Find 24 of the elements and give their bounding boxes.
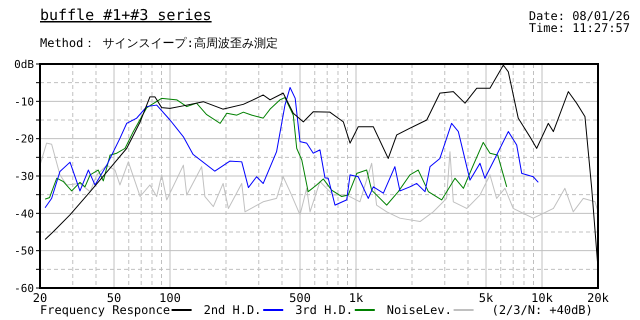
legend-label: 3rd H.D. xyxy=(295,303,353,317)
y-tick-label: -60 xyxy=(14,282,34,295)
legend-label: 2nd H.D. xyxy=(204,303,262,317)
y-tick-label: -10 xyxy=(14,95,34,108)
chart-title: buffle #1+#3 series xyxy=(40,6,212,24)
text: Time: 11:27:57 xyxy=(528,21,630,35)
y-tick-label: 0dB xyxy=(14,58,34,71)
x-tick-label: 10k xyxy=(531,291,554,305)
y-tick-label: -40 xyxy=(14,207,34,220)
legend-label: NoiseLev. xyxy=(386,303,452,317)
text: (2/3/N: +40dB) xyxy=(492,303,593,317)
x-tick-label: 20 xyxy=(32,291,48,305)
x-tick-label: 5k xyxy=(478,291,494,305)
y-tick-label: -30 xyxy=(14,170,34,183)
x-tick-label: 1k xyxy=(348,291,364,305)
x-tick-label: 500 xyxy=(289,291,311,305)
y-tick-label: -20 xyxy=(14,132,34,146)
y-tick-label: -50 xyxy=(14,244,34,258)
text: Date: 08/01/26 xyxy=(528,9,630,23)
x-tick-label: 50 xyxy=(106,291,122,305)
x-tick-label: 20k xyxy=(587,291,610,305)
x-tick-label: 100 xyxy=(159,291,181,305)
chart-subtitle: Method： サインスイープ:高周波歪み測定 xyxy=(40,36,278,50)
legend-label: Frequency Responce xyxy=(40,303,170,317)
